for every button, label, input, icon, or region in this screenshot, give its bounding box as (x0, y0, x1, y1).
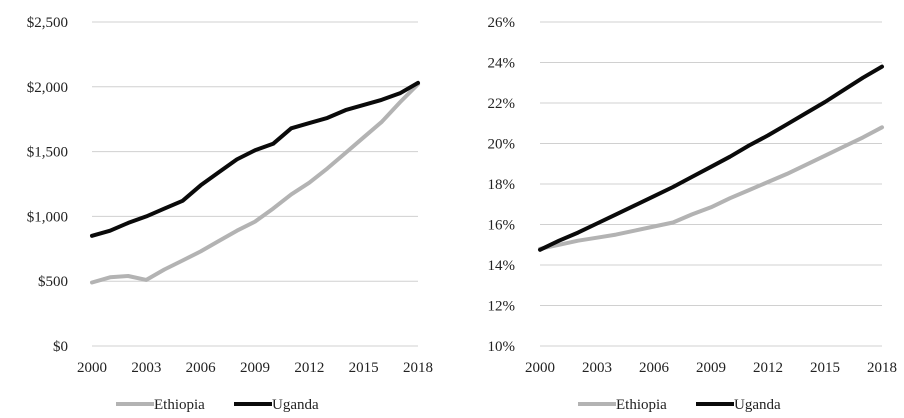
legend-label: Uganda (272, 397, 319, 413)
x-tick-label: 2006 (186, 360, 217, 376)
x-tick-label: 2000 (525, 360, 555, 376)
y-tick-label: $1,500 (27, 145, 68, 161)
x-tick-label: 2018 (867, 360, 897, 376)
series-line-ethiopia (90, 82, 420, 285)
chart-1: $0 $500 $1,000 $1,500 $2,000 $2,500 2000 2003 20… (27, 15, 433, 413)
legend-label: Ethiopia (154, 397, 205, 413)
x-tick-label: 2012 (294, 360, 324, 376)
legend-item-uganda: Uganda (696, 397, 781, 413)
y-tick-label: 14% (488, 258, 516, 274)
x-tick-label: 2006 (639, 360, 670, 376)
series-line-uganda (90, 80, 420, 238)
y-tick-label: 16% (488, 218, 516, 234)
y-tick-label: 20% (488, 137, 516, 153)
legend-label: Ethiopia (616, 397, 667, 413)
y-tick-label: 10% (488, 339, 516, 355)
x-tick-label: 2012 (753, 360, 783, 376)
y-tick-label: 22% (488, 96, 516, 112)
x-tick-label: 2009 (696, 360, 726, 376)
series-line-ethiopia (538, 125, 884, 251)
legend-item-uganda: Uganda (234, 397, 319, 413)
y-tick-label: $1,000 (27, 209, 68, 225)
y-tick-label: 24% (488, 56, 516, 72)
x-tick-label: 2018 (403, 360, 433, 376)
y-tick-label: $0 (53, 339, 68, 355)
y-tick-label: 12% (488, 299, 516, 315)
y-tick-label: $500 (38, 274, 68, 290)
chart-2: 10% 12% 14% 16% 18% 20% 22% 24% 26% 2000 2003 2006 2… (488, 15, 898, 413)
x-tick-label: 2003 (582, 360, 612, 376)
x-tick-label: 2003 (131, 360, 161, 376)
x-tick-label: 2000 (77, 360, 107, 376)
y-tick-label: 18% (488, 177, 516, 193)
x-tick-label: 2009 (240, 360, 270, 376)
x-tick-label: 2015 (810, 360, 840, 376)
legend-item-ethiopia: Ethiopia (578, 397, 667, 413)
legend-item-ethiopia: Ethiopia (116, 397, 205, 413)
x-tick-label: 2015 (349, 360, 379, 376)
series-line-uganda (538, 64, 884, 252)
y-tick-label: 26% (488, 15, 516, 31)
y-tick-label: $2,500 (27, 15, 68, 31)
y-tick-label: $2,000 (27, 80, 68, 96)
legend-label: Uganda (734, 397, 781, 413)
